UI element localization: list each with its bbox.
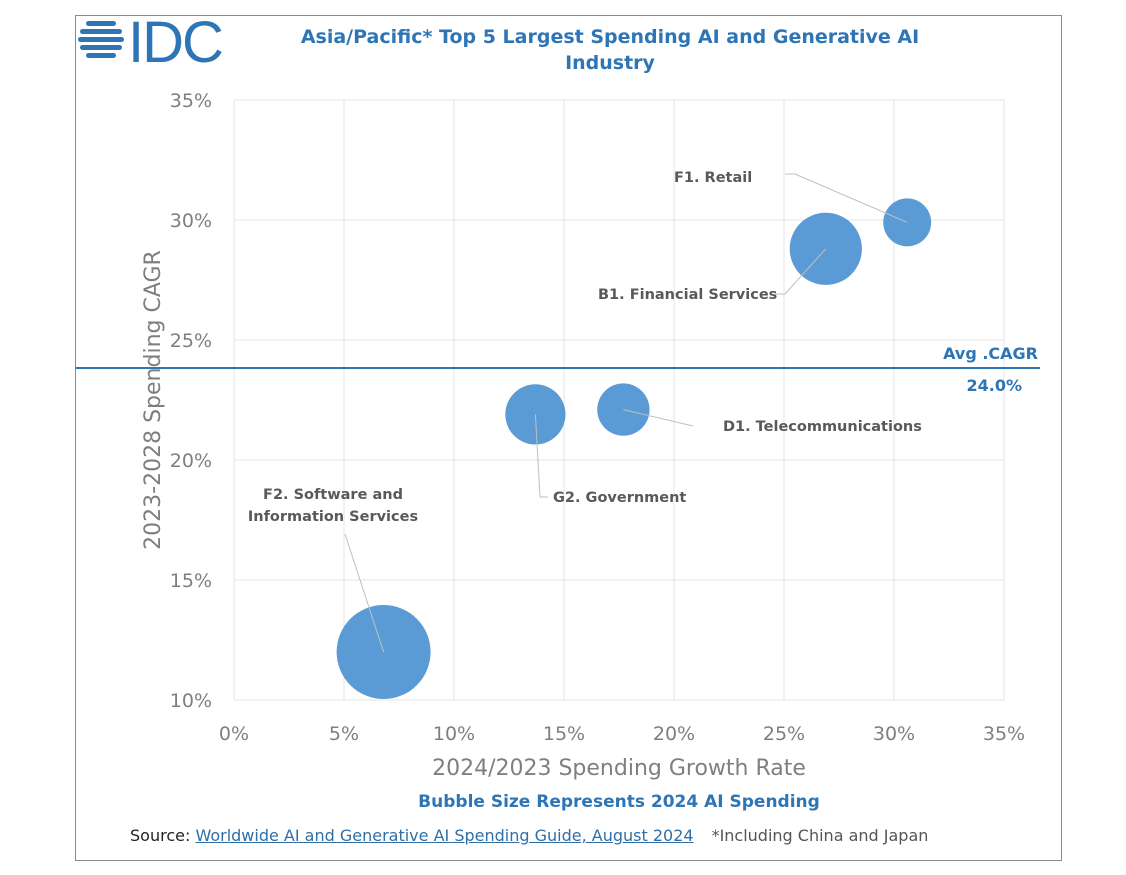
y-tick-label: 20% xyxy=(170,450,212,472)
source-prefix: Source: xyxy=(130,826,196,845)
bubble-label: D1. Telecommunications xyxy=(723,419,922,435)
y-tick-label: 10% xyxy=(170,690,212,712)
leader-line xyxy=(623,409,694,427)
bubble-size-note: Bubble Size Represents 2024 AI Spending xyxy=(418,792,820,812)
bubble-label: F2. Software and Information Services xyxy=(248,487,418,525)
y-axis-label: 2023-2028 Spending CAGR xyxy=(141,250,166,550)
x-tick-label: 20% xyxy=(653,723,695,745)
x-tick-label: 5% xyxy=(329,723,359,745)
bubble-label: B1. Financial Services xyxy=(598,287,777,303)
y-tick-label: 15% xyxy=(170,570,212,592)
footnote: *Including China and Japan xyxy=(711,826,929,845)
idc-logo: IDC xyxy=(78,16,224,68)
avg-cagr-value: 24.0% xyxy=(966,376,1022,395)
y-tick-label: 35% xyxy=(170,90,212,112)
chart-frame xyxy=(75,15,1062,861)
bubble xyxy=(505,384,566,445)
x-tick-label: 30% xyxy=(873,723,915,745)
x-axis-label: 2024/2023 Spending Growth Rate xyxy=(432,756,806,781)
y-tick-label: 25% xyxy=(170,330,212,352)
x-tick-label: 0% xyxy=(219,723,249,745)
leader-line xyxy=(534,414,548,498)
bubble-label: F1. Retail xyxy=(674,170,752,186)
x-tick-label: 25% xyxy=(763,723,805,745)
x-tick-label: 10% xyxy=(433,723,475,745)
leader-line xyxy=(785,173,908,223)
leader-line xyxy=(344,533,385,653)
source-line: Source: Worldwide AI and Generative AI S… xyxy=(130,826,928,845)
bubble-label: G2. Government xyxy=(553,490,686,506)
y-tick-label: 30% xyxy=(170,210,212,232)
chart-title: Asia/Pacific* Top 5 Largest Spending AI … xyxy=(300,26,920,74)
x-tick-label: 15% xyxy=(543,723,585,745)
svg-text:IDC: IDC xyxy=(128,16,222,68)
avg-cagr-label: Avg .CAGR xyxy=(943,344,1038,363)
x-tick-label: 35% xyxy=(983,723,1025,745)
source-link[interactable]: Worldwide AI and Generative AI Spending … xyxy=(195,826,694,845)
leader-line xyxy=(775,248,827,295)
